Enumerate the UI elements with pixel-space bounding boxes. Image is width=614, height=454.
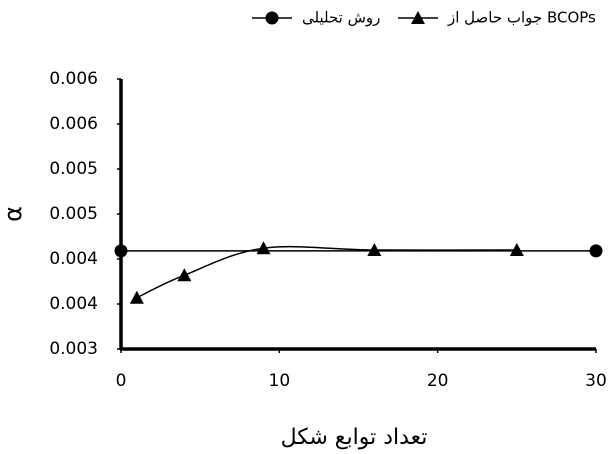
data-point: [129, 290, 144, 304]
legend-marker: [265, 11, 279, 25]
data-point: [509, 243, 524, 256]
data-point: [589, 244, 603, 258]
y-tick-label: 0.005: [49, 204, 98, 224]
data-point: [114, 244, 128, 258]
legend-label: جواب حاصل از BCOPs: [447, 9, 596, 27]
y-tick-label: 0.004: [49, 294, 98, 314]
data-point: [256, 241, 271, 255]
y-tick-label: 0.003: [49, 339, 98, 359]
y-axis-label: α: [0, 206, 27, 222]
legend-label: روش تحلیلی: [302, 9, 380, 27]
data-point: [367, 243, 382, 256]
y-tick-label: 0.006: [49, 69, 98, 89]
legend-marker: [411, 11, 425, 24]
x-tick-label: 10: [269, 371, 291, 391]
series-line: [136, 245, 517, 299]
x-tick-label: 30: [585, 371, 607, 391]
x-tick-label: 0: [116, 371, 127, 391]
y-tick-label: 0.006: [49, 114, 98, 134]
data-point: [177, 268, 192, 282]
y-tick-label: 0.004: [49, 249, 98, 269]
x-tick-label: 20: [427, 371, 449, 391]
x-axis-label: تعداد توابع شکل: [281, 425, 428, 450]
y-tick-label: 0.005: [49, 159, 98, 179]
